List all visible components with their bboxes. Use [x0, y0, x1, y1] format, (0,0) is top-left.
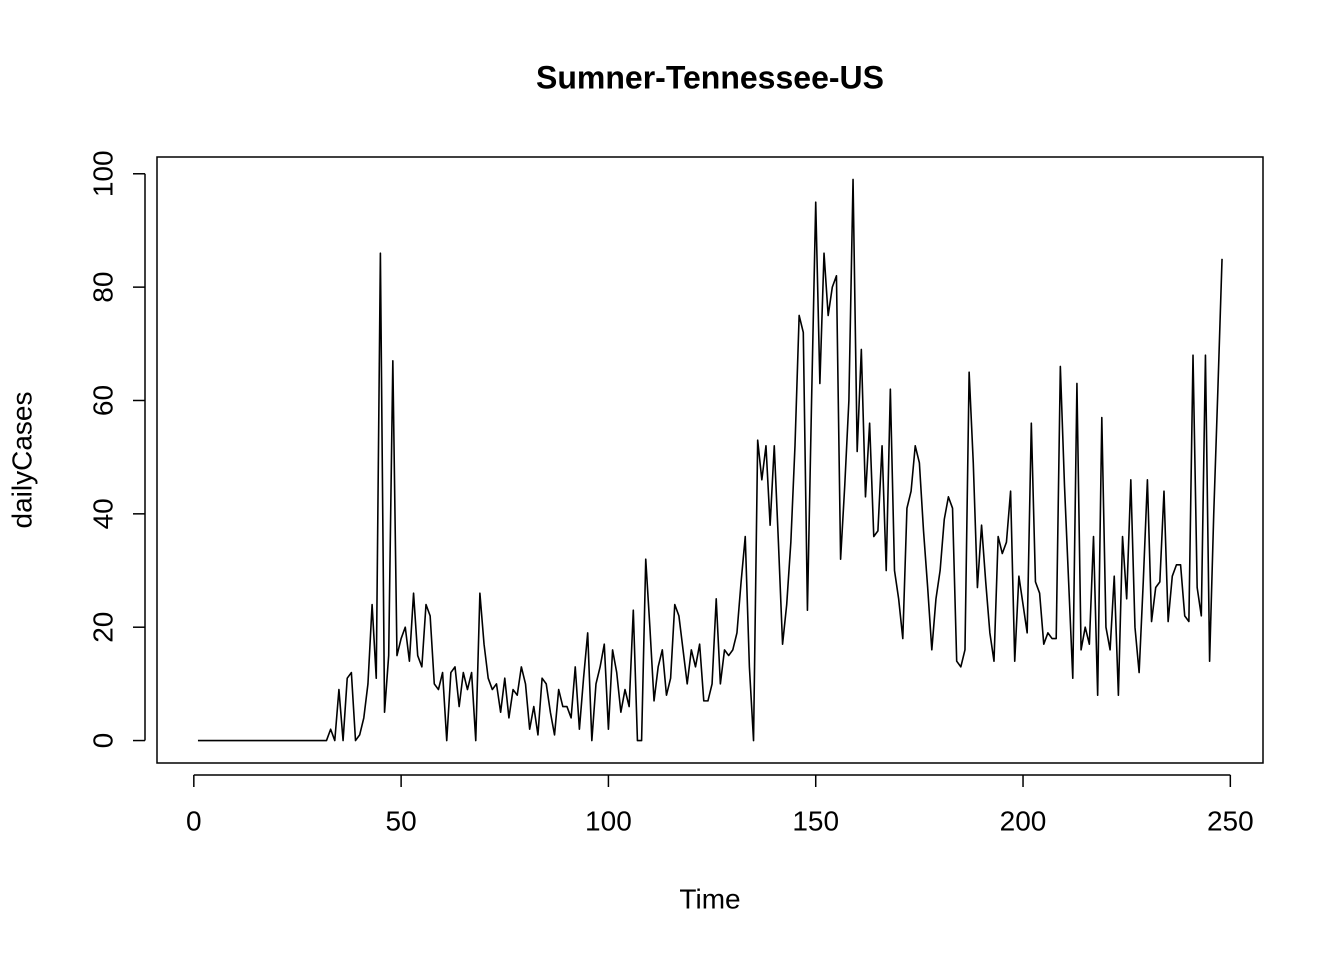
y-tick-label: 100	[87, 150, 118, 197]
x-tick-label: 250	[1207, 805, 1254, 836]
x-tick-label: 100	[585, 805, 632, 836]
x-tick-label: 200	[1000, 805, 1047, 836]
y-tick-label: 20	[87, 612, 118, 643]
data-line	[197, 178, 1223, 742]
y-tick-label: 0	[87, 733, 118, 749]
chart-title: Sumner-Tennessee-US	[536, 59, 884, 95]
x-tick-label: 0	[186, 805, 202, 836]
y-tick-label: 80	[87, 272, 118, 303]
plot-frame	[156, 156, 1264, 764]
x-axis-label: Time	[679, 883, 740, 914]
y-tick-label: 60	[87, 385, 118, 416]
x-tick-label: 150	[792, 805, 839, 836]
y-axis-label: dailyCases	[6, 392, 37, 529]
x-tick-label: 50	[386, 805, 417, 836]
y-tick-label: 40	[87, 498, 118, 529]
